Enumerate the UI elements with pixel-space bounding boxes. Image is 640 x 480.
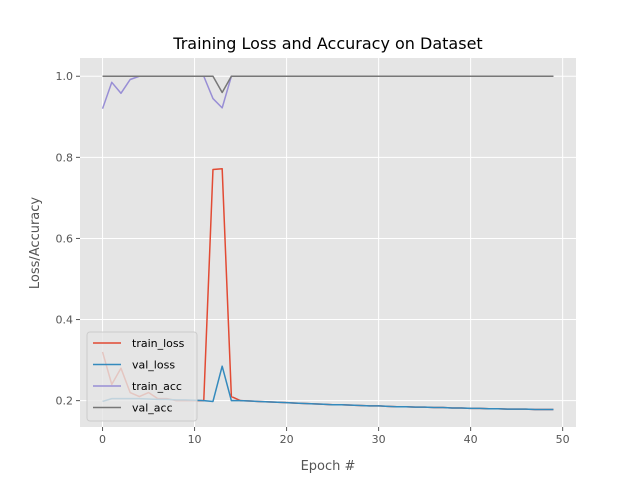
y-axis-label: Loss/Accuracy — [28, 197, 43, 290]
legend-label: val_acc — [132, 402, 173, 415]
x-tick-label: 40 — [464, 433, 478, 446]
legend-label: val_loss — [132, 359, 175, 372]
series-line-val-acc — [102, 75, 554, 94]
x-tick-label: 20 — [280, 433, 294, 446]
x-tick-label: 50 — [556, 433, 570, 446]
y-tick-label: 0.2 — [56, 395, 74, 408]
x-tick-label: 10 — [188, 433, 202, 446]
x-tick-label: 30 — [372, 433, 386, 446]
x-tick-label: 0 — [99, 433, 106, 446]
x-axis-label: Epoch # — [301, 459, 356, 474]
x-axis-ticks: 0 10 20 30 40 50 — [99, 427, 570, 446]
y-tick-label: 0.6 — [56, 232, 74, 245]
legend-label: train_loss — [132, 337, 185, 350]
y-tick-label: 0.8 — [56, 151, 74, 164]
y-tick-label: 1.0 — [56, 70, 74, 83]
chart-title: Training Loss and Accuracy on Dataset — [172, 34, 482, 53]
y-axis-ticks: 0.2 0.4 0.6 0.8 1.0 — [56, 70, 80, 408]
legend-label: train_acc — [132, 380, 182, 393]
legend: train_loss val_loss train_acc val_acc — [86, 331, 198, 422]
y-tick-label: 0.4 — [56, 314, 74, 327]
legend-box — [86, 331, 198, 422]
